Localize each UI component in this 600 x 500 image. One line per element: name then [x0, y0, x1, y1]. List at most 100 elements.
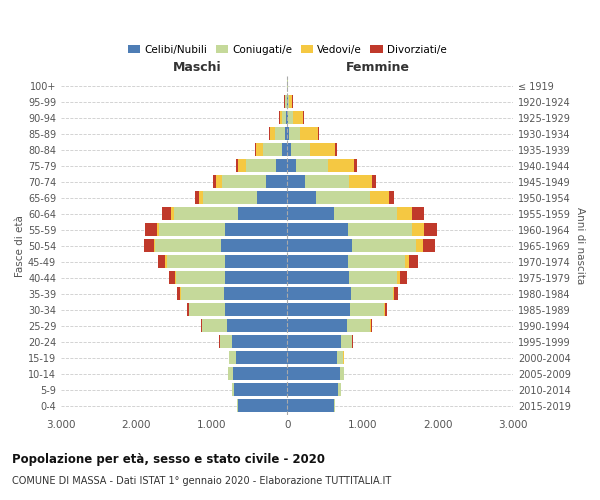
Bar [287, 367, 340, 380]
Bar [257, 191, 287, 204]
Bar [229, 351, 236, 364]
Bar [282, 143, 287, 156]
Bar [287, 191, 316, 204]
Bar [409, 255, 418, 268]
Bar [347, 255, 405, 268]
Bar [235, 383, 287, 396]
Bar [318, 127, 319, 140]
Bar [224, 271, 287, 284]
Bar [223, 175, 266, 188]
Bar [400, 271, 407, 284]
Bar [176, 271, 224, 284]
Bar [287, 95, 289, 108]
Text: COMUNE DI MASSA - Dati ISTAT 1° gennaio 2020 - Elaborazione TUTTITALIA.IT: COMUNE DI MASSA - Dati ISTAT 1° gennaio … [12, 476, 391, 486]
Text: Popolazione per età, sesso e stato civile - 2020: Popolazione per età, sesso e stato civil… [12, 452, 325, 466]
Bar [269, 127, 270, 140]
Bar [232, 383, 235, 396]
Bar [220, 335, 232, 348]
Bar [226, 255, 287, 268]
Text: Maschi: Maschi [172, 62, 221, 74]
Bar [287, 319, 347, 332]
Bar [287, 207, 334, 220]
Bar [287, 111, 288, 124]
Bar [350, 303, 385, 316]
Bar [189, 303, 226, 316]
Bar [299, 127, 318, 140]
Bar [174, 207, 238, 220]
Bar [158, 255, 166, 268]
Bar [232, 335, 287, 348]
Bar [349, 175, 371, 188]
Bar [287, 127, 289, 140]
Bar [256, 143, 263, 156]
Bar [171, 207, 174, 220]
Bar [175, 271, 176, 284]
Bar [287, 255, 347, 268]
Bar [167, 255, 226, 268]
Bar [328, 159, 353, 172]
Bar [352, 335, 353, 348]
Bar [371, 175, 376, 188]
Bar [394, 287, 398, 300]
Bar [229, 367, 233, 380]
Bar [385, 303, 388, 316]
Bar [423, 239, 435, 252]
Bar [169, 271, 175, 284]
Bar [226, 303, 287, 316]
Bar [289, 95, 292, 108]
Bar [266, 175, 287, 188]
Bar [287, 303, 350, 316]
Bar [393, 287, 394, 300]
Bar [233, 367, 287, 380]
Bar [276, 159, 287, 172]
Bar [341, 335, 352, 348]
Bar [287, 239, 352, 252]
Bar [287, 335, 341, 348]
Bar [416, 239, 423, 252]
Bar [287, 79, 288, 92]
Bar [412, 223, 424, 236]
Bar [335, 143, 337, 156]
Bar [287, 223, 347, 236]
Bar [287, 351, 337, 364]
Bar [347, 223, 412, 236]
Bar [181, 287, 224, 300]
Y-axis label: Fasce di età: Fasce di età [15, 214, 25, 276]
Bar [287, 175, 305, 188]
Bar [224, 287, 287, 300]
Bar [287, 143, 291, 156]
Bar [370, 319, 371, 332]
Bar [202, 319, 227, 332]
Bar [347, 319, 370, 332]
Bar [180, 287, 181, 300]
Bar [286, 111, 287, 124]
Bar [280, 111, 281, 124]
Bar [337, 351, 343, 364]
Bar [412, 207, 424, 220]
Bar [287, 399, 334, 412]
Bar [349, 271, 397, 284]
Bar [334, 207, 397, 220]
Bar [296, 159, 328, 172]
Bar [310, 143, 335, 156]
Bar [236, 159, 238, 172]
Bar [157, 223, 159, 236]
Bar [291, 143, 310, 156]
Bar [287, 383, 338, 396]
Bar [238, 207, 287, 220]
Bar [199, 191, 203, 204]
Bar [287, 287, 350, 300]
Bar [195, 191, 199, 204]
Bar [338, 383, 341, 396]
Text: Femmine: Femmine [346, 62, 410, 74]
Bar [285, 95, 287, 108]
Bar [238, 159, 246, 172]
Bar [159, 223, 226, 236]
Bar [281, 111, 286, 124]
Bar [275, 127, 284, 140]
Bar [303, 111, 304, 124]
Bar [145, 223, 157, 236]
Bar [144, 239, 154, 252]
Bar [154, 239, 155, 252]
Bar [284, 127, 287, 140]
